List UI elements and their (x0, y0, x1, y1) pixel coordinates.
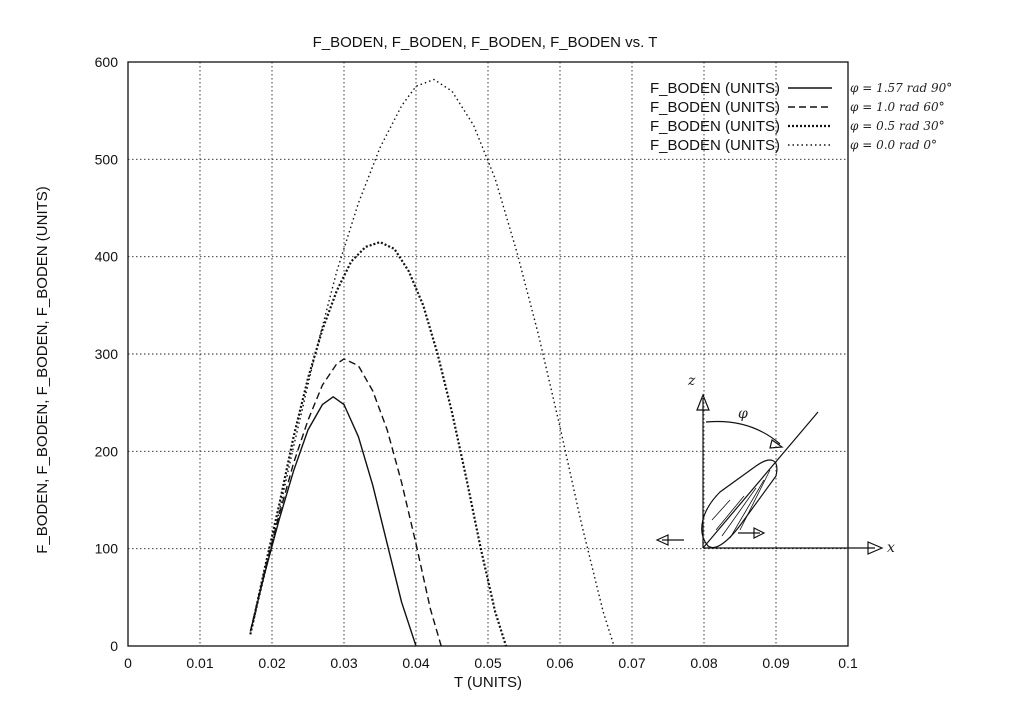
legend-label: F_BODEN (UNITS) (650, 99, 780, 116)
tick-labels: 0 0.01 0.02 0.03 0.04 0.05 0.06 0.07 0.08 0.09 0.1… (95, 54, 858, 671)
x-tick-label: 0.01 (186, 655, 213, 671)
x-axis-label: T (UNITS) (454, 674, 522, 691)
x-tick-label: 0.08 (690, 655, 717, 671)
y-tick-label: 500 (95, 151, 119, 167)
x-tick-label: 0.07 (618, 655, 645, 671)
chart-title: F_BODEN, F_BODEN, F_BODEN, F_BODEN vs. T (313, 34, 658, 51)
x-tick-label: 0.09 (762, 655, 789, 671)
sketch-body-axis (702, 411, 819, 549)
x-tick-label: 0 (124, 655, 132, 671)
series-line-1 (249, 396, 417, 647)
legend-label: F_BODEN (UNITS) (650, 80, 780, 97)
y-axis-label: F_BODEN, F_BODEN, F_BODEN, F_BODEN (UNIT… (34, 186, 51, 554)
sketch-neg-x-arrowhead (655, 534, 669, 546)
sketch-z-label: z (687, 373, 696, 389)
y-tick-label: 200 (95, 443, 119, 459)
legend-label: F_BODEN (UNITS) (650, 118, 780, 135)
legend-label: F_BODEN (UNITS) (650, 137, 780, 154)
x-tick-label: 0.1 (838, 655, 858, 671)
legend-handwritten-note: φ = 0.5 rad 30° (850, 119, 945, 133)
sketch-angle-arc (705, 420, 781, 445)
series-line-4 (249, 78, 615, 647)
orientation-sketch (655, 393, 884, 555)
x-tick-label: 0.06 (546, 655, 573, 671)
x-tick-label: 0.02 (258, 655, 285, 671)
legend-handwritten-note: φ = 1.57 rad 90° (850, 81, 952, 95)
legend: F_BODEN (UNITS) φ = 1.57 rad 90° F_BODEN (… (650, 80, 952, 154)
x-tick-label: 0.05 (474, 655, 501, 671)
sketch-body-hatch (711, 469, 771, 539)
sketch-body-outline (701, 459, 778, 549)
series-line-2 (249, 358, 442, 647)
y-tick-label: 600 (95, 54, 119, 70)
sketch-z-arrowhead (696, 393, 710, 411)
y-tick-label: 0 (110, 638, 118, 654)
series-layer (249, 78, 615, 647)
legend-handwritten-note: φ = 0.0 rad 0° (850, 138, 937, 152)
series-line-3 (249, 241, 508, 647)
grid-layer (128, 62, 848, 646)
y-tick-label: 100 (95, 541, 119, 557)
x-tick-label: 0.04 (402, 655, 429, 671)
sketch-angle-arrowhead (769, 439, 784, 449)
plot-frame (127, 61, 849, 647)
sketch-x-arrowhead (867, 541, 884, 555)
legend-handwritten-note: φ = 1.0 rad 60° (850, 100, 945, 114)
sketch-angle-label: φ (738, 406, 748, 422)
sketch-x-label: x (887, 540, 895, 556)
y-tick-label: 300 (95, 346, 119, 362)
sketch-inner-arrowhead (753, 527, 766, 539)
x-tick-label: 0.03 (330, 655, 357, 671)
y-tick-label: 400 (95, 249, 119, 265)
